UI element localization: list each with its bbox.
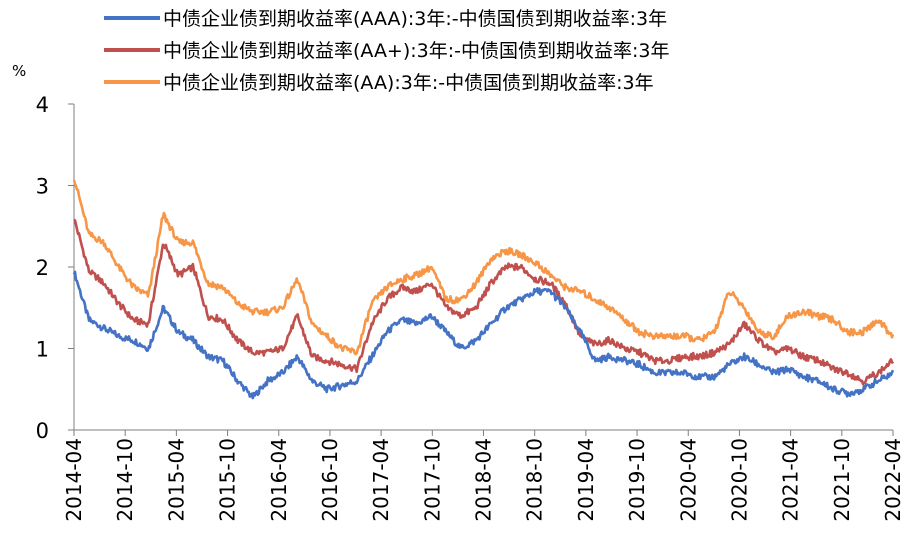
x-tick-label: 2015-10 <box>216 438 240 522</box>
y-axis: 0 1 2 3 4 <box>36 93 75 443</box>
series-line-3 <box>72 179 895 356</box>
x-tick-label: 2017-10 <box>420 438 444 522</box>
x-axis: 2014-04 2014-10 2015-04 2015-10 2016-04 2016-… <box>62 429 905 522</box>
y-unit-label: % <box>12 62 26 80</box>
x-tick-label: 2018-04 <box>472 438 496 522</box>
x-tick-label: 2016-04 <box>267 438 291 522</box>
x-tick-label: 2020-04 <box>676 438 700 522</box>
y-tick-label: 4 <box>36 93 49 117</box>
legend: 中债企业债到期收益率(AAA):3年:-中债国债到期收益率:3年中债企业债到期收… <box>104 8 670 94</box>
x-tick-label: 2014-04 <box>62 438 86 522</box>
x-tick-label: 2019-04 <box>574 438 598 522</box>
y-tick-label: 3 <box>36 175 49 199</box>
x-tick-label: 2021-10 <box>830 438 854 522</box>
y-tick-label: 1 <box>36 338 49 362</box>
x-tick-label: 2014-10 <box>113 438 137 522</box>
x-tick-label: 2019-10 <box>625 438 649 522</box>
series-line-2 <box>73 218 895 386</box>
legend-label-3: 中债企业债到期收益率(AA):3年:-中债国债到期收益率:3年 <box>163 72 654 94</box>
legend-label-1: 中债企业债到期收益率(AAA):3年:-中债国债到期收益率:3年 <box>163 8 667 30</box>
x-tick-label: 2022-04 <box>881 438 905 522</box>
x-tick-label: 2021-04 <box>779 438 803 522</box>
x-tick-label: 2020-10 <box>727 438 751 522</box>
plot-area <box>72 179 895 400</box>
x-tick-label: 2018-10 <box>523 438 547 522</box>
x-tick-label: 2017-04 <box>369 438 393 522</box>
y-tick-label: 2 <box>36 256 49 280</box>
series-line-1 <box>72 270 895 400</box>
y-tick-label: 0 <box>36 419 49 443</box>
x-tick-label: 2016-10 <box>318 438 342 522</box>
legend-label-2: 中债企业债到期收益率(AA+):3年:-中债国债到期收益率:3年 <box>163 40 670 62</box>
x-tick-label: 2015-04 <box>164 438 188 522</box>
